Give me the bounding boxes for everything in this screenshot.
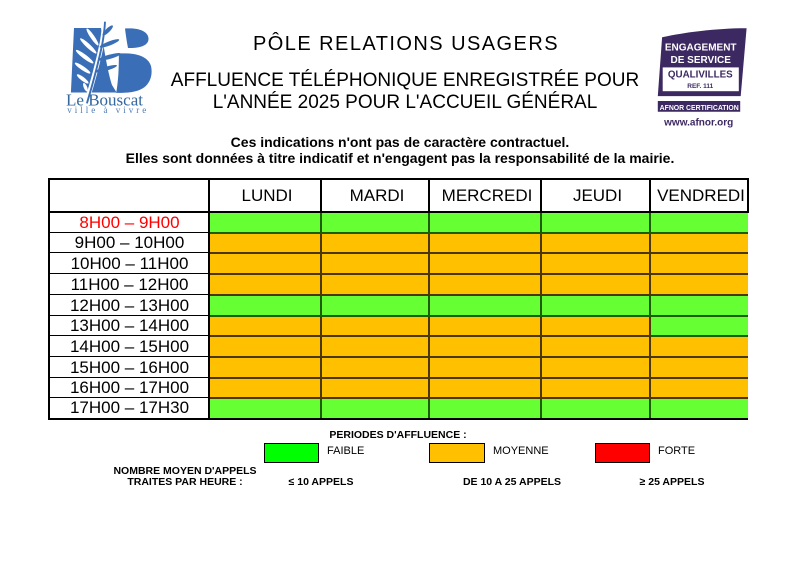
svg-text:ENGAGEMENT: ENGAGEMENT [665,42,737,53]
svg-text:QUALIVILLES: QUALIVILLES [668,70,733,81]
svg-text:REF. 111: REF. 111 [687,83,713,90]
svg-text:www.afnor.org: www.afnor.org [663,118,733,129]
svg-text:ville à vivre: ville à vivre [67,105,149,115]
svg-text:DE SERVICE: DE SERVICE [671,55,732,66]
svg-text:Le Bouscat: Le Bouscat [66,91,143,110]
svg-text:AFNOR CERTIFICATION: AFNOR CERTIFICATION [660,105,739,112]
